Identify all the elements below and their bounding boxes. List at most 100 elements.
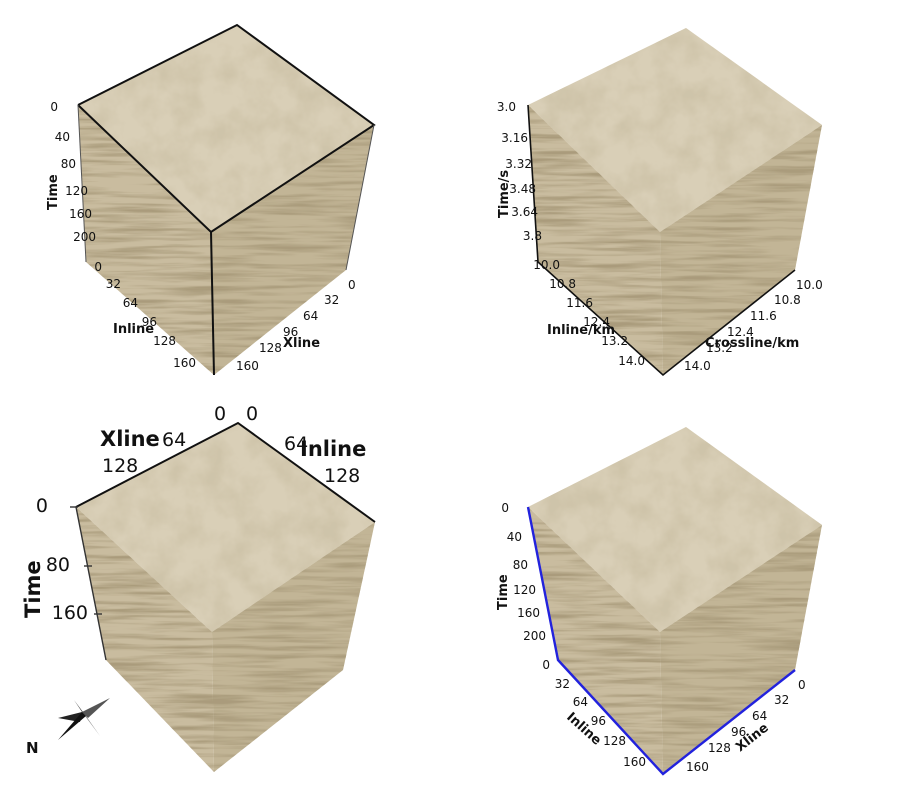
xline-axis-label: Xline — [283, 336, 320, 351]
time-tick: 80 — [513, 558, 528, 572]
time-axis-label: Time — [496, 574, 511, 610]
cube-axis-edges — [527, 104, 796, 377]
cube-top-texture — [528, 28, 822, 232]
inline-tick: 12.4 — [583, 315, 610, 329]
inline-tick: 32 — [106, 277, 121, 291]
time-axis: 0 40 80 120 160 200 Time — [496, 501, 546, 643]
time-tick: 3.8 — [523, 229, 542, 243]
xline-axis: 0 64 128 Xline — [100, 403, 226, 477]
compass-icon: N — [26, 698, 110, 757]
panel-c: 0 80 160 Time 0 64 128 Xline 0 64 128 In… — [21, 403, 376, 772]
inline-tick: 96 — [591, 714, 606, 728]
time-tick: 3.0 — [497, 100, 516, 114]
xline-tick: 128 — [102, 455, 138, 477]
xline-tick: 0 — [348, 278, 356, 292]
inline-tick: 160 — [623, 755, 646, 769]
xline-tick: 128 — [708, 741, 731, 755]
xline-tick: 160 — [686, 760, 709, 774]
xline-tick: 10.8 — [774, 293, 801, 307]
time-tick: 120 — [65, 184, 88, 198]
cube-edge — [77, 104, 87, 263]
xline-tick: 14.0 — [684, 359, 711, 373]
time-tick: 160 — [69, 207, 92, 221]
inline-tick: 11.6 — [566, 296, 593, 310]
xline-tick: 64 — [303, 309, 318, 323]
time-tick: 0 — [50, 100, 58, 114]
compass-north-label: N — [26, 739, 39, 757]
xline-tick: 12.4 — [727, 325, 754, 339]
inline-axis-label: Inline — [300, 437, 366, 461]
panel-a: 0 40 80 120 160 200 Time 0 32 64 96 128 … — [46, 23, 376, 376]
inline-tick: 32 — [555, 677, 570, 691]
time-tick: 3.16 — [501, 131, 528, 145]
xline-tick: 10.0 — [796, 278, 823, 292]
xline-axis: 0 32 64 96 128 160 Xline — [236, 278, 356, 373]
inline-axis: 0 32 64 96 128 160 Inline — [94, 260, 196, 370]
inline-tick: 96 — [142, 315, 157, 329]
xline-tick: 160 — [236, 359, 259, 373]
cube-top-texture — [76, 423, 375, 632]
inline-axis-label: Inline — [113, 322, 154, 337]
time-tick: 3.48 — [509, 182, 536, 196]
compass-arm — [82, 698, 110, 718]
xline-tick: 32 — [774, 693, 789, 707]
inline-tick: 64 — [573, 695, 588, 709]
time-tick: 0 — [36, 495, 48, 517]
xline-axis-label: Crossline/km — [705, 336, 799, 351]
time-tick: 40 — [55, 130, 70, 144]
cube-left-texture — [76, 507, 214, 772]
inline-tick: 128 — [603, 734, 626, 748]
cube-left-texture — [528, 507, 663, 774]
cube-b — [527, 28, 822, 377]
time-axis-line — [75, 506, 107, 661]
cube-top-texture — [528, 427, 822, 632]
cube-left-texture — [528, 105, 663, 375]
compass-arm — [82, 712, 100, 736]
time-axis-label: Time/s — [497, 170, 512, 218]
inline-tick: 128 — [324, 465, 360, 487]
inline-tick: 14.0 — [618, 354, 645, 368]
compass-arm — [58, 712, 86, 740]
xline-axis: 10.0 10.8 11.6 12.4 13.2 14.0 Crossline/… — [684, 278, 823, 373]
inline-tick: 0 — [94, 260, 102, 274]
xline-tick: 0 — [214, 403, 226, 425]
cube-a — [77, 23, 376, 376]
time-tick: 3.64 — [511, 205, 538, 219]
inline-tick: 64 — [284, 433, 308, 455]
time-axis-label: Time — [21, 560, 45, 618]
inline-tick: 64 — [123, 296, 138, 310]
inline-tick: 0 — [542, 658, 550, 672]
inline-tick: 10.8 — [549, 277, 576, 291]
xline-axis-label: Xline — [100, 427, 160, 451]
xline-tick: 13.2 — [706, 341, 733, 355]
cube-top-edges — [75, 421, 376, 523]
cube-edge — [210, 231, 215, 376]
time-tick: 0 — [501, 501, 509, 515]
xline-tick: 64 — [162, 429, 186, 451]
cube-edge — [345, 124, 375, 271]
cube-d — [526, 427, 822, 776]
time-tick: 80 — [61, 157, 76, 171]
cube-c — [70, 421, 376, 772]
xline-tick: 11.6 — [750, 309, 777, 323]
time-tick: 200 — [523, 629, 546, 643]
time-tick: 160 — [52, 602, 88, 624]
cube-right-texture — [660, 525, 822, 774]
inline-tick: 128 — [153, 334, 176, 348]
cube-right-texture — [211, 125, 374, 375]
time-axis: 0 40 80 120 160 200 Time — [46, 100, 96, 244]
panel-d: 0 40 80 120 160 200 Time 0 32 64 96 128 … — [496, 427, 822, 776]
cube-right-texture — [660, 125, 822, 375]
inline-axis: 10.0 10.8 11.6 12.4 13.2 14.0 Inline/km — [533, 258, 645, 368]
cube-left-texture — [78, 105, 214, 375]
time-tick: 3.32 — [505, 157, 532, 171]
xline-tick: 96 — [731, 725, 746, 739]
inline-tick: 0 — [246, 403, 258, 425]
xline-tick: 96 — [283, 325, 298, 339]
time-tick: 160 — [517, 606, 540, 620]
inline-axis-label: Inline/km — [547, 323, 615, 338]
time-axis: 3.0 3.16 3.32 3.48 3.64 3.8 Time/s — [497, 100, 542, 243]
xline-tick: 128 — [259, 341, 282, 355]
cube-top-texture — [78, 25, 374, 232]
